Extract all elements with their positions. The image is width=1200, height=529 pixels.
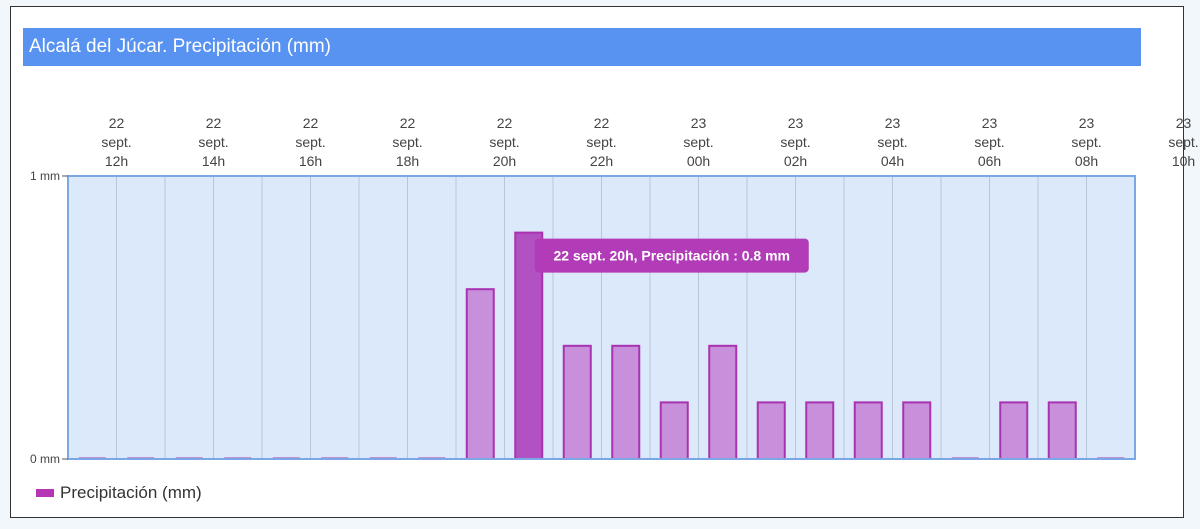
y-tick-label: 0 mm xyxy=(30,452,60,466)
x-tick-label: sept. xyxy=(586,134,616,150)
bar[interactable] xyxy=(756,401,786,460)
x-tick-label: 18h xyxy=(396,153,419,169)
x-tick-label: 22 xyxy=(594,115,610,131)
bar[interactable] xyxy=(708,344,738,460)
bar[interactable] xyxy=(1047,401,1077,460)
bar[interactable] xyxy=(659,401,689,460)
x-tick-label: 23 xyxy=(982,115,998,131)
x-tick-label: sept. xyxy=(1168,134,1198,150)
x-tick-label: 10h xyxy=(1172,153,1195,169)
x-tick-label: 23 xyxy=(1176,115,1192,131)
x-tick-label: 22 xyxy=(206,115,222,131)
bar[interactable] xyxy=(562,344,592,460)
x-tick-label: 04h xyxy=(881,153,904,169)
x-tick-label: sept. xyxy=(780,134,810,150)
bar[interactable] xyxy=(902,401,932,460)
x-tick-label: 22 xyxy=(303,115,319,131)
x-tick-label: 23 xyxy=(1079,115,1095,131)
x-tick-label: 22 xyxy=(400,115,416,131)
bar[interactable] xyxy=(999,401,1029,460)
tooltip-box xyxy=(534,238,809,273)
x-tick-label: sept. xyxy=(392,134,422,150)
x-tick-label: 20h xyxy=(493,153,516,169)
x-tick-label: 06h xyxy=(978,153,1001,169)
legend-swatch xyxy=(36,489,54,497)
legend-label: Precipitación (mm) xyxy=(60,483,202,502)
x-tick-label: 23 xyxy=(691,115,707,131)
x-tick-label: sept. xyxy=(101,134,131,150)
legend[interactable]: Precipitación (mm) xyxy=(36,483,202,503)
chart-title: Alcalá del Júcar. Precipitación (mm) xyxy=(23,28,1141,66)
x-tick-label: 12h xyxy=(105,153,128,169)
x-tick-label: 22h xyxy=(590,153,613,169)
bar[interactable] xyxy=(611,344,641,460)
x-tick-label: sept. xyxy=(1071,134,1101,150)
bar[interactable] xyxy=(853,401,883,460)
x-tick-label: 08h xyxy=(1075,153,1098,169)
x-tick-label: 00h xyxy=(687,153,710,169)
x-tick-label: 16h xyxy=(299,153,322,169)
x-tick-label: sept. xyxy=(877,134,907,150)
tooltip-text: 22 sept. 20h, Precipitación : 0.8 mm xyxy=(553,248,790,264)
x-tick-label: 22 xyxy=(497,115,513,131)
x-tick-label: 23 xyxy=(885,115,901,131)
plot-border xyxy=(67,175,1136,460)
y-tick-label: 1 mm xyxy=(30,169,60,183)
x-tick-label: sept. xyxy=(198,134,228,150)
x-tick-label: 02h xyxy=(784,153,807,169)
x-tick-label: sept. xyxy=(295,134,325,150)
x-tick-label: sept. xyxy=(974,134,1004,150)
x-tick-label: sept. xyxy=(489,134,519,150)
x-tick-label: sept. xyxy=(683,134,713,150)
x-tick-label: 14h xyxy=(202,153,225,169)
x-tick-label: 23 xyxy=(788,115,804,131)
bar[interactable] xyxy=(465,288,495,461)
bar[interactable] xyxy=(805,401,835,460)
x-tick-label: 22 xyxy=(109,115,125,131)
